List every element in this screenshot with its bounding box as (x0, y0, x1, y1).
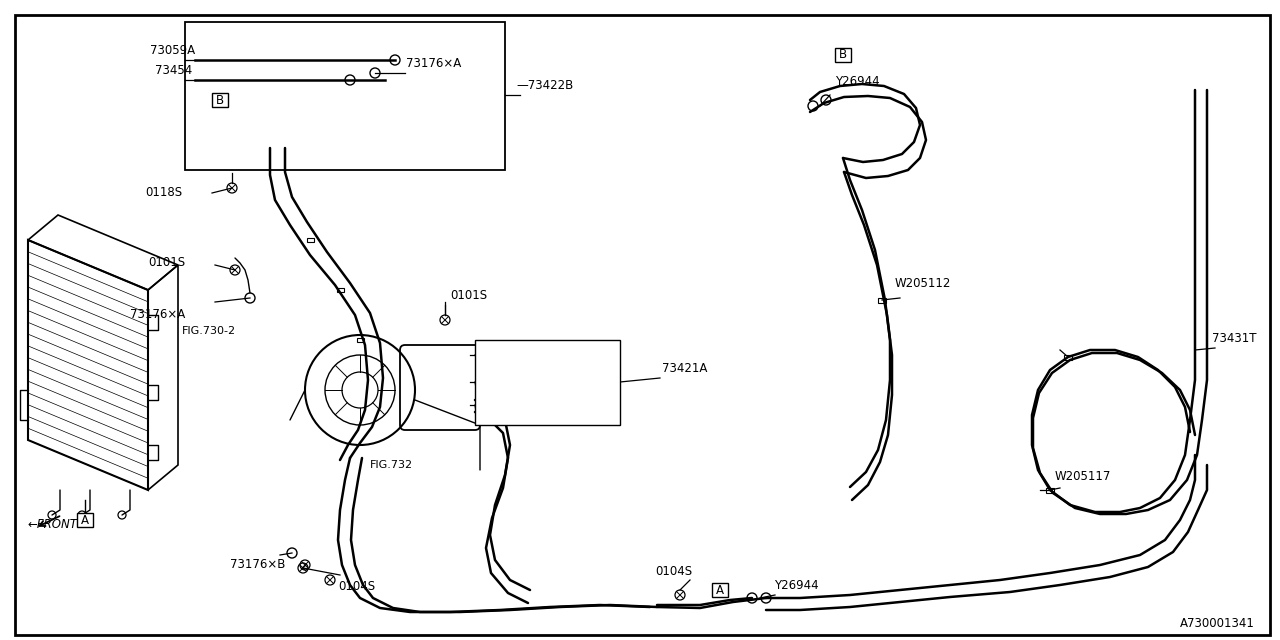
Text: B: B (216, 93, 224, 106)
Bar (186, 22, 506, 170)
Text: FIG.730-2: FIG.730-2 (182, 326, 236, 336)
Text: 73176×A: 73176×A (406, 57, 461, 70)
Bar (77, 513, 93, 527)
Text: 0104S: 0104S (338, 580, 375, 593)
Text: Y26944: Y26944 (835, 75, 879, 88)
Bar (357, 338, 364, 342)
Text: —73422B: —73422B (516, 79, 573, 92)
Text: 73059: 73059 (480, 398, 517, 411)
Text: 73421A: 73421A (662, 362, 708, 375)
Text: 73454: 73454 (155, 64, 192, 77)
Text: 73176×B: 73176×B (480, 350, 535, 363)
Text: 0101S: 0101S (451, 289, 488, 302)
Bar (1064, 355, 1073, 360)
Text: ←FRONT: ←FRONT (27, 518, 77, 531)
Text: 73431T: 73431T (1212, 332, 1257, 345)
Text: A: A (716, 584, 724, 596)
Bar (1046, 488, 1053, 493)
Text: 0104S: 0104S (655, 565, 692, 578)
Text: 73176×A: 73176×A (131, 308, 186, 321)
Text: 73059A: 73059A (150, 44, 195, 57)
Bar (712, 583, 728, 597)
Text: 0101S: 0101S (148, 255, 186, 269)
Text: A: A (81, 513, 90, 527)
Text: Y26944: Y26944 (774, 579, 819, 592)
Bar (337, 288, 344, 292)
Bar (212, 93, 228, 107)
Text: W205112: W205112 (895, 277, 951, 290)
Bar (835, 48, 851, 62)
Bar (307, 238, 314, 242)
Text: W205117: W205117 (1055, 470, 1111, 483)
Text: 73176×B: 73176×B (230, 558, 285, 571)
Text: FIG.732: FIG.732 (370, 460, 413, 470)
Bar (475, 340, 620, 425)
Text: B: B (838, 49, 847, 61)
Bar (878, 298, 886, 303)
Text: 73454: 73454 (480, 378, 517, 391)
Text: A730001341: A730001341 (1180, 617, 1254, 630)
Text: 0118S: 0118S (145, 186, 182, 200)
